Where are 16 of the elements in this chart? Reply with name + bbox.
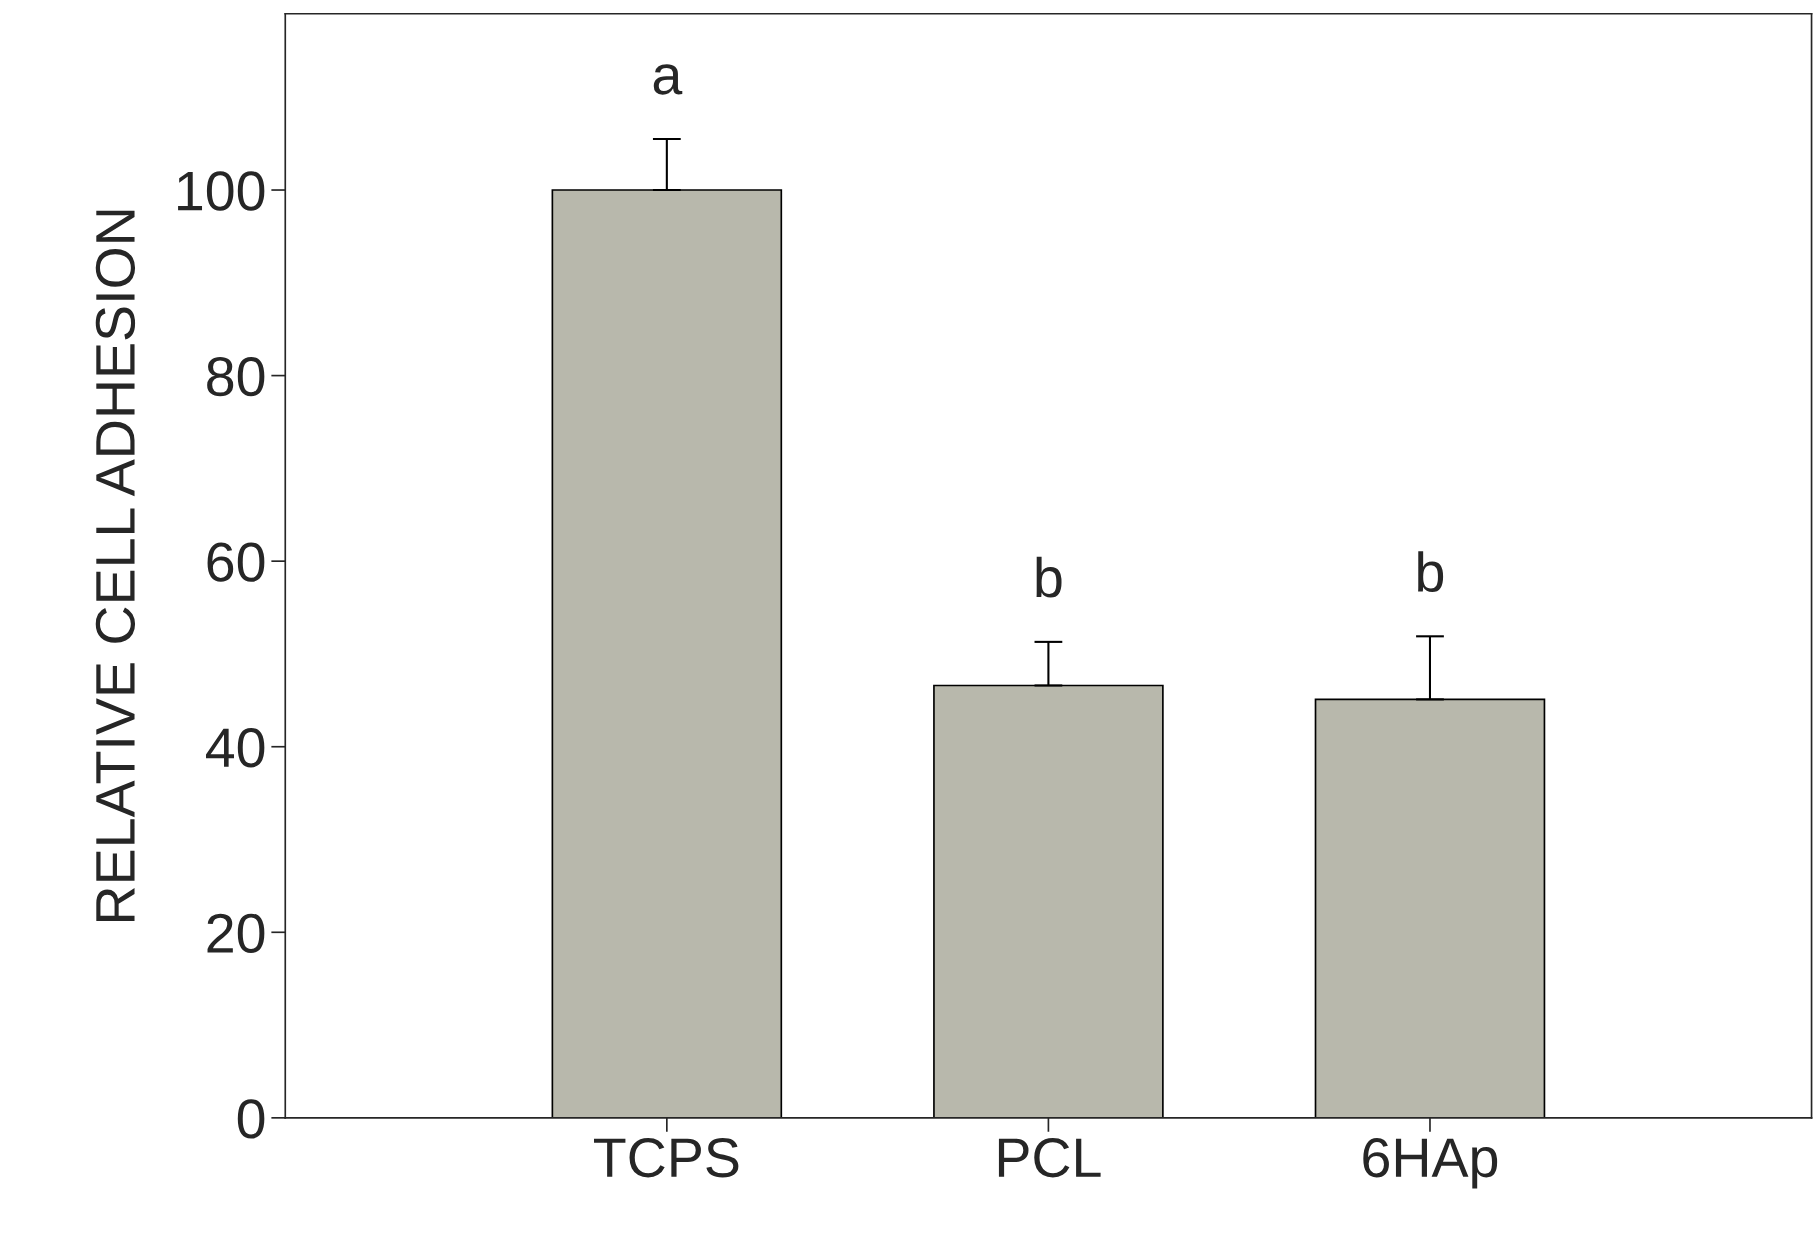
bar (551, 189, 783, 1118)
annotation: b (1036, 556, 1062, 598)
annotation: a (653, 64, 683, 95)
x-tick-label: 6HAp (1363, 1138, 1498, 1189)
bar (1314, 698, 1546, 1118)
x-tick-label: PCL (998, 1138, 1101, 1178)
bar (933, 684, 1164, 1118)
y-tick-label: 20 (207, 913, 265, 953)
y-tick-label: 80 (207, 356, 265, 397)
y-axis-title: RELATIVE CELL ADHESION (95, 210, 136, 921)
x-tick-label: TCPS (594, 1138, 739, 1178)
y-tick-label: 60 (207, 542, 265, 582)
y-tick-label: 40 (206, 728, 265, 768)
annotation: b (1418, 551, 1444, 592)
y-tick-label: 0 (237, 1099, 265, 1139)
y-tick-label: 100 (178, 171, 265, 211)
